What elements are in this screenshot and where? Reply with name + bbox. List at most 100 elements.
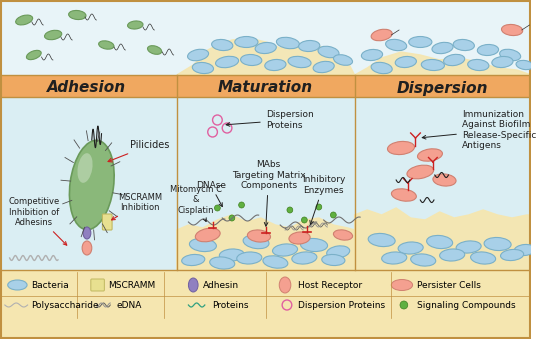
FancyBboxPatch shape	[91, 279, 104, 291]
Ellipse shape	[444, 54, 465, 66]
Ellipse shape	[300, 238, 328, 252]
Ellipse shape	[272, 244, 298, 256]
Ellipse shape	[98, 41, 114, 49]
Ellipse shape	[195, 228, 220, 242]
Circle shape	[239, 202, 244, 208]
Text: Adhesin: Adhesin	[203, 280, 239, 290]
Polygon shape	[177, 38, 355, 75]
Ellipse shape	[514, 244, 535, 256]
Ellipse shape	[382, 252, 407, 264]
Ellipse shape	[189, 238, 216, 252]
Ellipse shape	[240, 55, 262, 65]
Ellipse shape	[318, 46, 339, 58]
Ellipse shape	[471, 252, 496, 264]
Ellipse shape	[371, 29, 392, 41]
Ellipse shape	[147, 46, 162, 54]
FancyBboxPatch shape	[102, 214, 112, 230]
Circle shape	[400, 301, 408, 309]
Ellipse shape	[388, 141, 415, 155]
Text: Dispersion
Proteins: Dispersion Proteins	[226, 110, 314, 130]
Ellipse shape	[265, 59, 286, 71]
Ellipse shape	[243, 235, 269, 249]
Ellipse shape	[212, 39, 233, 51]
Ellipse shape	[289, 232, 310, 244]
Ellipse shape	[407, 165, 434, 179]
Ellipse shape	[409, 37, 432, 47]
Ellipse shape	[299, 40, 320, 52]
Ellipse shape	[128, 21, 143, 29]
Text: eDNA: eDNA	[117, 300, 142, 310]
Text: Competitive
Inhibition of
Adhesins: Competitive Inhibition of Adhesins	[8, 197, 67, 245]
Polygon shape	[355, 208, 531, 270]
Ellipse shape	[386, 39, 406, 51]
Bar	[0, 97, 177, 270]
Ellipse shape	[368, 234, 395, 246]
Bar	[0, 0, 531, 75]
Text: Bacteria: Bacteria	[31, 280, 69, 290]
Ellipse shape	[492, 56, 513, 67]
Text: Pilicides: Pilicides	[108, 140, 170, 162]
Circle shape	[316, 204, 322, 210]
Ellipse shape	[210, 257, 235, 269]
Text: Dispersion Proteins: Dispersion Proteins	[298, 300, 384, 310]
Ellipse shape	[236, 252, 262, 264]
Ellipse shape	[484, 237, 511, 251]
Ellipse shape	[500, 250, 524, 261]
Ellipse shape	[392, 189, 416, 201]
Ellipse shape	[263, 256, 288, 268]
Ellipse shape	[361, 49, 383, 61]
Circle shape	[229, 215, 235, 221]
Ellipse shape	[432, 42, 453, 54]
Bar	[0, 75, 531, 97]
Ellipse shape	[327, 246, 350, 258]
Circle shape	[287, 207, 293, 213]
Text: MSCRAMM
Inhibition: MSCRAMM Inhibition	[112, 193, 162, 220]
Ellipse shape	[322, 255, 345, 265]
Ellipse shape	[333, 55, 353, 65]
Ellipse shape	[277, 37, 299, 49]
Ellipse shape	[502, 24, 522, 36]
Bar	[177, 97, 355, 270]
Circle shape	[331, 212, 336, 218]
Bar	[0, 270, 531, 339]
Ellipse shape	[182, 255, 205, 265]
Circle shape	[301, 217, 307, 223]
Circle shape	[214, 205, 221, 211]
Ellipse shape	[391, 279, 412, 291]
Text: Adhesion: Adhesion	[47, 80, 126, 96]
Ellipse shape	[421, 59, 444, 71]
Ellipse shape	[453, 39, 475, 51]
Ellipse shape	[279, 277, 291, 293]
Ellipse shape	[8, 280, 27, 290]
Ellipse shape	[411, 254, 436, 266]
Text: Dispersion: Dispersion	[397, 80, 488, 96]
Ellipse shape	[45, 30, 62, 40]
Ellipse shape	[192, 62, 213, 74]
Text: Immunization
Against Biofilm
Release-Specific
Antigens: Immunization Against Biofilm Release-Spe…	[422, 110, 536, 150]
Ellipse shape	[189, 278, 198, 292]
Ellipse shape	[395, 56, 416, 67]
Polygon shape	[355, 52, 531, 75]
Ellipse shape	[248, 230, 271, 242]
Ellipse shape	[16, 15, 32, 25]
Ellipse shape	[427, 235, 453, 248]
Ellipse shape	[516, 60, 534, 69]
Text: Maturation: Maturation	[218, 80, 314, 96]
Text: Host Receptor: Host Receptor	[298, 280, 362, 290]
Ellipse shape	[82, 241, 92, 255]
Ellipse shape	[219, 249, 244, 261]
Text: Polysaccharide: Polysaccharide	[31, 300, 98, 310]
Ellipse shape	[83, 227, 91, 239]
Text: Signaling Compounds: Signaling Compounds	[417, 300, 516, 310]
Text: MAbs
Targeting Matrix
Components: MAbs Targeting Matrix Components	[232, 160, 305, 226]
Ellipse shape	[499, 49, 521, 61]
Ellipse shape	[69, 11, 86, 20]
Ellipse shape	[433, 174, 456, 186]
Ellipse shape	[255, 42, 276, 54]
Ellipse shape	[456, 241, 481, 253]
Ellipse shape	[235, 37, 258, 47]
Ellipse shape	[313, 61, 334, 73]
Bar	[355, 97, 531, 270]
Ellipse shape	[439, 249, 465, 261]
Ellipse shape	[333, 230, 353, 240]
